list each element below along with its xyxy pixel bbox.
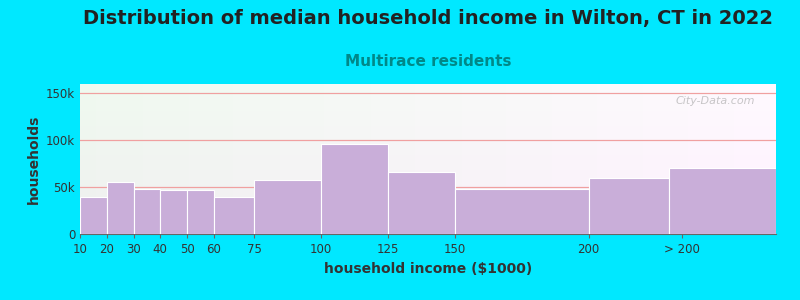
Bar	[669, 168, 776, 234]
Bar	[214, 197, 254, 234]
Text: City-Data.com: City-Data.com	[676, 96, 755, 106]
Text: Distribution of median household income in Wilton, CT in 2022: Distribution of median household income …	[83, 9, 773, 28]
Bar	[187, 190, 214, 234]
Bar	[134, 189, 160, 234]
Bar	[321, 144, 388, 234]
Text: Multirace residents: Multirace residents	[345, 54, 511, 69]
Bar	[254, 180, 321, 234]
Bar	[589, 178, 669, 234]
Bar	[388, 172, 454, 234]
Bar	[106, 182, 134, 234]
Bar	[160, 190, 187, 234]
Y-axis label: households: households	[26, 114, 41, 204]
Bar	[80, 196, 106, 234]
X-axis label: household income ($1000): household income ($1000)	[324, 262, 532, 276]
Bar	[454, 189, 589, 234]
